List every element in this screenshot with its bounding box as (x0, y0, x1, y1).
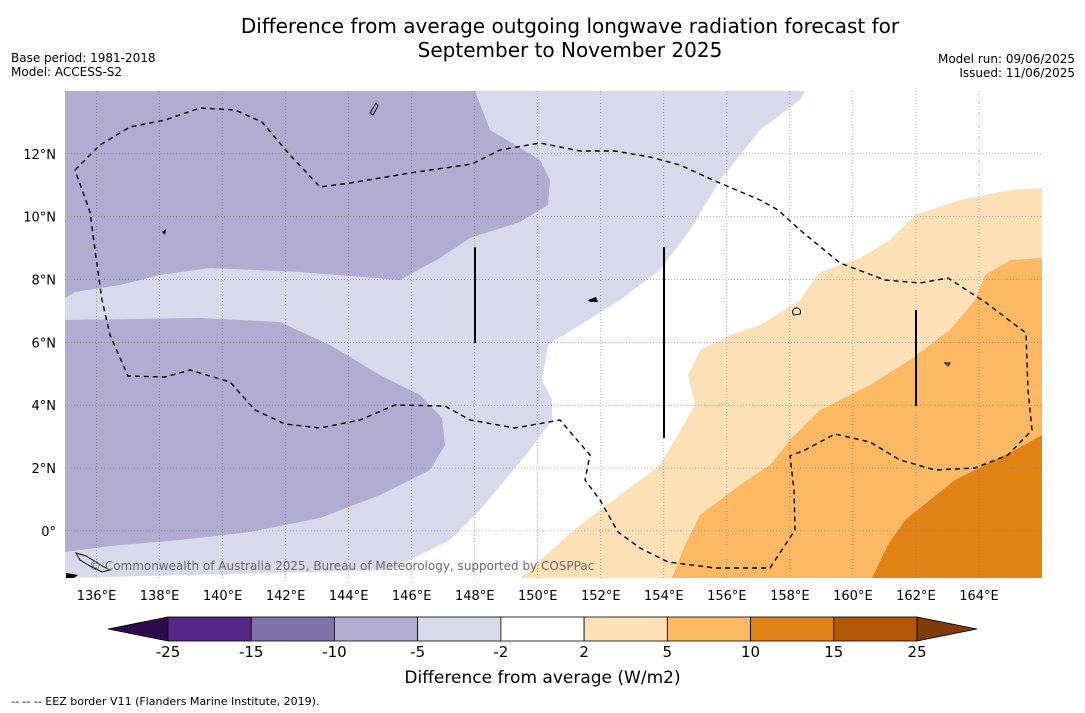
colorbar-tick-label: -10 (322, 643, 347, 661)
eez-footnote: -- -- -- EEZ border V11 (Flanders Marine… (11, 695, 320, 708)
longitude-label: 154°E (644, 589, 684, 604)
latitude-labels: 12°N 10°N 8°N 6°N 4°N 2°N 0° (23, 148, 56, 540)
longitude-label: 144°E (329, 589, 369, 604)
colorbar-band (666, 616, 751, 642)
latitude-label: 6°N (32, 336, 57, 351)
longitude-label: 146°E (392, 589, 432, 604)
issued-date: Issued: 11/06/2025 (959, 66, 1075, 80)
colorbar-band (417, 616, 502, 642)
colorbar-band (583, 616, 668, 642)
anomaly-region-purple-west (65, 91, 550, 298)
colorbar-tick-label: 15 (824, 643, 844, 661)
base-period: Base period: 1981-2018 (11, 51, 156, 65)
map-plot-area: © Commonwealth of Australia 2025, Bureau… (65, 91, 1042, 578)
colorbar-band (500, 616, 585, 642)
model-info: Base period: 1981-2018 Model: ACCESS-S2 (11, 51, 156, 79)
copyright-text: © Commonwealth of Australia 2025, Bureau… (89, 559, 594, 573)
colorbar-tick-label: -25 (155, 643, 181, 661)
island-marker (588, 297, 598, 302)
anomaly-region-purple-southwest (65, 318, 445, 552)
colorbar-band (250, 616, 335, 642)
longitude-label: 152°E (581, 589, 621, 604)
latitude-label: 12°N (23, 148, 56, 163)
longitude-label: 160°E (833, 589, 873, 604)
colorbar-band (167, 616, 252, 642)
model-name: Model: ACCESS-S2 (11, 65, 123, 79)
colorbar-tick-label: 5 (662, 643, 673, 661)
longitude-labels: 136°E 138°E 140°E 142°E 144°E 146°E 148°E 150°E… (77, 589, 999, 604)
island-marker (792, 307, 802, 316)
latitude-label: 0° (41, 525, 56, 540)
run-info: Model run: 09/06/2025 Issued: 11/06/2025 (938, 52, 1075, 80)
colorbar-tick-label: 25 (907, 643, 927, 661)
longitude-label: 150°E (518, 589, 558, 604)
colorbar-tick-label: 10 (741, 643, 761, 661)
colorbar-band (334, 616, 419, 642)
island-marker (74, 552, 112, 573)
anomaly-region-dark-orange (872, 435, 1042, 578)
longitude-label: 136°E (77, 589, 117, 604)
colorbar-tick-label: -2 (493, 643, 509, 661)
map-title: Difference from average outgoing longwav… (200, 14, 940, 62)
longitude-label: 140°E (203, 589, 243, 604)
latitude-label: 4°N (32, 399, 57, 414)
colorbar-extend-low (107, 616, 169, 642)
colorbar-tick-label: -5 (410, 643, 426, 661)
latitude-label: 8°N (32, 274, 57, 289)
model-run: Model run: 09/06/2025 (937, 52, 1075, 66)
latitude-label: 2°N (32, 462, 57, 477)
title-line-1: Difference from average outgoing longwav… (240, 14, 900, 38)
longitude-label: 138°E (140, 589, 180, 604)
island-marker (162, 229, 166, 235)
longitude-label: 156°E (707, 589, 747, 604)
longitude-label: 164°E (959, 589, 999, 604)
island-marker (369, 102, 379, 116)
island-marker (66, 573, 78, 578)
longitude-label: 158°E (770, 589, 810, 604)
longitude-label: 148°E (455, 589, 495, 604)
longitude-label: 142°E (266, 589, 306, 604)
colorbar-tick-label: 2 (579, 643, 589, 661)
title-line-2: September to November 2025 (417, 38, 723, 62)
colorbar-band (833, 616, 918, 642)
colorbar-extend-high (916, 616, 978, 642)
colorbar-tick-label: -15 (238, 643, 264, 661)
colorbar-title: Difference from average (W/m2) (404, 668, 681, 688)
colorbar-band (750, 616, 835, 642)
colorbar (107, 616, 978, 642)
latitude-label: 10°N (23, 211, 56, 226)
island-marker (943, 362, 951, 367)
longitude-label: 162°E (896, 589, 936, 604)
